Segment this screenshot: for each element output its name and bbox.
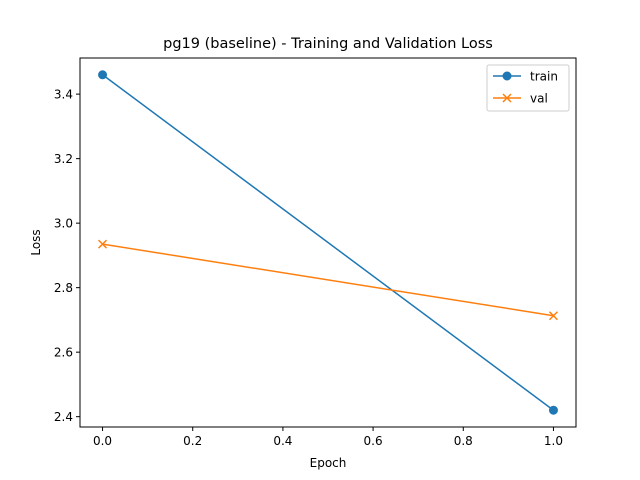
x-tick-label: 1.0 [544, 434, 563, 448]
legend-label-train: train [530, 70, 558, 84]
y-axis-label: Loss [29, 229, 43, 255]
data-point-train [98, 70, 108, 80]
series-line-train [102, 74, 554, 411]
legend: train val [486, 64, 570, 112]
x-tick-label: 0.0 [93, 434, 112, 448]
y-tick-label: 3.4 [54, 88, 73, 102]
chart-title: pg19 (baseline) - Training and Validatio… [163, 36, 493, 52]
x-tick-label: 0.2 [183, 434, 202, 448]
data-point-val [98, 239, 108, 249]
y-tick-label: 3.0 [54, 217, 73, 231]
x-tick-label: 0.4 [273, 434, 292, 448]
axis-ticks: 0.0 0.2 0.4 0.6 0.8 1.0 2.4 2.6 2.8 3.0 3.2 3.4 [54, 88, 563, 448]
legend-marker-val [502, 93, 512, 103]
x-tick-label: 0.8 [454, 434, 473, 448]
data-point-val [548, 311, 558, 321]
x-tick-label: 0.6 [364, 434, 383, 448]
legend-label-val: val [530, 92, 548, 106]
legend-marker-train [502, 71, 512, 81]
y-tick-label: 2.4 [54, 410, 73, 424]
y-tick-label: 2.8 [54, 281, 73, 295]
data-point-train [548, 405, 558, 415]
x-axis-label: Epoch [310, 456, 347, 470]
series-line-val [102, 243, 554, 317]
y-tick-label: 2.6 [54, 346, 73, 360]
plot-area [98, 70, 558, 415]
y-tick-label: 3.2 [54, 152, 73, 166]
axes-frame [79, 57, 577, 428]
